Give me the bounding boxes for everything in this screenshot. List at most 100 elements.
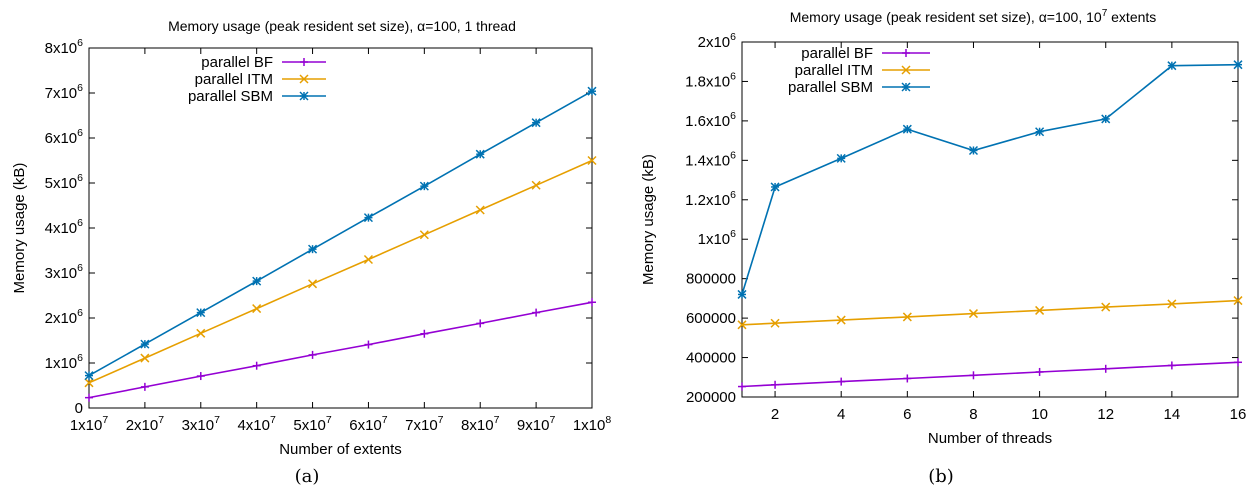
chart-1-title: Memory usage (peak resident set size), α… [168,18,516,34]
chart-1-ytick-label: 0 [75,400,83,417]
chart-1-series-1-point [85,393,93,402]
chart-2-legend-marker [901,82,911,92]
chart-1-series-1-point [140,382,149,391]
chart-1-series-line-2 [88,159,593,384]
chart-1-series-2-point [252,304,262,314]
chart-1-ytick-label: 3x106 [45,262,84,282]
chart-1-series-1-point [420,329,429,338]
chart-2-xlabel: Number of threads [928,430,1052,447]
chart-2-series-line-3 [741,63,1239,295]
chart-2-legend-label: parallel ITM [795,62,873,79]
chart-1-series-3-point [363,213,373,223]
chart-2-caption: (b) [928,466,954,487]
chart-2-series-2-point [770,318,780,328]
chart-2-series-3-point [968,145,978,156]
chart-1-ytick-label: 7x106 [45,82,84,102]
chart-2-series-2-point [968,309,978,319]
chart-1-xtick-label: 5x107 [293,414,332,434]
chart-2-legend-label: parallel SBM [788,79,873,96]
chart-2-ytick-label: 1.4x106 [685,149,736,169]
chart-1-xtick-label: 4x107 [237,414,276,434]
chart-1-series-3-point [419,181,429,191]
chart-2-series-2-point [1101,302,1111,312]
chart-1-ylabel: Memory usage (kB) [11,163,28,294]
chart-1-legend-label: parallel BF [201,54,273,71]
chart-1-xtick-label: 3x107 [182,414,221,434]
chart-1-plot-frame [88,47,593,409]
chart-1-series-2-point [531,180,541,190]
chart-1-ytick-label: 2x106 [45,307,84,327]
chart-1-legend-label: parallel SBM [188,88,273,105]
chart-2-xtick-label: 6 [903,406,911,423]
chart-1-xtick-label: 1x108 [573,414,612,434]
chart-1-legend-marker [300,58,308,66]
chart-2-ytick-label: 200000 [686,389,736,406]
chart-2-series-2-point [1233,296,1243,306]
chart-1-series-2-point [196,328,206,338]
chart-2-xtick-label: 14 [1164,406,1181,423]
chart-2-ytick-label: 1.8x106 [685,70,736,90]
chart-1-series-2-point [308,279,318,289]
chart-2-ytick-label: 2x106 [698,31,737,51]
chart-1-xtick-label: 8x107 [461,414,500,434]
chart-2-series-1-point [1035,367,1044,376]
chart-1-xtick-label: 2x107 [126,414,165,434]
chart-1-series-2-point [419,230,429,240]
chart-2-ytick-label: 800000 [686,271,736,288]
chart-1-ytick-label: 1x106 [45,352,84,372]
chart-2-ytick-label: 600000 [686,310,736,327]
chart-1-series-3-point [140,339,150,349]
chart-2-series-1-point [738,382,746,391]
chart-2-xtick-label: 10 [1031,406,1048,423]
chart-2-series-1-point [969,371,978,380]
chart-2-xtick-label: 16 [1230,406,1247,423]
chart-1-series-1-point [308,350,317,359]
chart-2-xtick-label: 12 [1097,406,1114,423]
chart-1-caption: (a) [295,466,320,487]
chart-1-series-1-point [532,308,541,317]
chart-1-series-2-point [140,353,150,363]
chart-2-legend-marker [902,49,910,57]
chart-1-ytick-label: 8x106 [45,37,84,57]
chart-2-ytick-label: 1.6x106 [685,110,736,130]
chart-2-series-1-point [837,377,846,386]
chart-2-series-1-point [1234,358,1242,367]
chart-1-series-1-point [476,319,485,328]
chart-2-xtick-label: 2 [771,406,779,423]
chart-2-series-3-point [836,153,846,163]
chart-2-series-line-2 [741,299,1239,326]
chart-1-series-3-point [84,371,94,381]
chart-2-ytick-label: 400000 [686,350,736,367]
chart-2-series-3-point [1233,60,1243,70]
chart-2-series-line-1 [741,361,1239,388]
chart-1-xtick-label: 1x107 [70,414,109,434]
chart-2-series-1-point [1167,361,1176,370]
chart-2-series-1-point [903,374,912,383]
chart-1-series-3-point [252,276,262,286]
chart-2-legend-marker [901,65,911,75]
chart-1-series-1-point [588,298,596,307]
chart-1-series-2-point [475,205,485,215]
chart-2-series-3-point [770,182,780,192]
chart-1-series-line-3 [88,90,593,377]
chart-2-series-2-point [836,315,846,325]
chart-2-series-3-point [1035,127,1045,137]
chart-1-xlabel: Number of extents [279,441,402,458]
chart-2-legend-label: parallel BF [801,45,873,62]
chart-1-legend-marker [299,74,309,84]
chart-2-series-3-point [1101,114,1111,124]
chart-1-series-3-point [587,86,597,96]
chart-2-xtick-label: 8 [969,406,977,423]
chart-2-series-3-point [737,289,747,299]
chart-1-series-3-point [531,118,541,128]
chart-1-series-3-point [308,244,318,254]
chart-1-series-3-point [196,308,206,318]
chart-1-series-3-point [475,149,485,159]
chart-1-xtick-label: 6x107 [349,414,388,434]
chart-2-series-3-point [1167,61,1177,71]
chart-2-xtick-label: 4 [837,406,845,423]
chart-2-series-2-point [737,320,747,330]
chart-2-series-2-point [1167,299,1177,309]
chart-1-series-1-point [364,340,373,349]
